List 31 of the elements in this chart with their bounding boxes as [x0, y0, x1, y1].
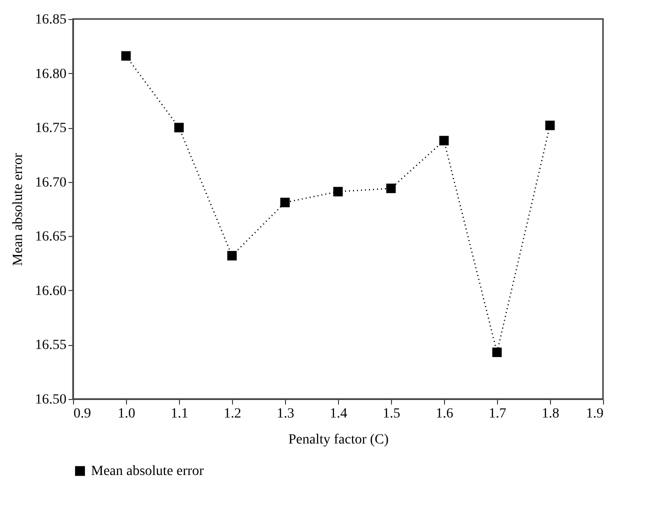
y-tick-label: 16.50 — [35, 392, 66, 408]
point — [386, 184, 396, 194]
y-tick-label: 16.70 — [35, 175, 66, 190]
point — [333, 186, 343, 196]
y-axis-title: Mean absolute error — [11, 152, 26, 266]
x-tick-label: 1.1 — [170, 406, 188, 422]
point — [174, 122, 184, 132]
x-tick-label: 1.8 — [542, 406, 560, 422]
x-tick-label: 1.7 — [488, 406, 506, 422]
x-tick-label: 0.9 — [74, 406, 91, 422]
point — [121, 51, 131, 61]
x-tick-label: 1.2 — [224, 406, 242, 422]
y-tick-label: 16.75 — [35, 121, 66, 136]
point — [439, 136, 449, 146]
point — [227, 250, 237, 260]
x-tick-label: 1.3 — [276, 406, 294, 422]
y-tick-label: 16.80 — [35, 66, 66, 82]
x-tick-label: 1.4 — [330, 406, 348, 422]
point — [545, 120, 555, 130]
point — [492, 348, 502, 358]
x-tick-label: 1.6 — [436, 406, 454, 422]
y-tick-label: 16.60 — [35, 284, 66, 299]
legend-label: Mean absolute error — [91, 464, 204, 479]
y-tick-label: 16.85 — [35, 12, 66, 28]
x-tick-label: 1.5 — [382, 406, 400, 422]
x-tick-label: 1.0 — [118, 406, 136, 422]
x-axis-title: Penalty factor (C) — [288, 432, 389, 448]
y-tick-label: 16.55 — [35, 338, 66, 354]
x-tick-label: 1.9 — [586, 406, 604, 422]
y-tick-label: 16.65 — [35, 230, 66, 245]
point — [280, 198, 290, 208]
